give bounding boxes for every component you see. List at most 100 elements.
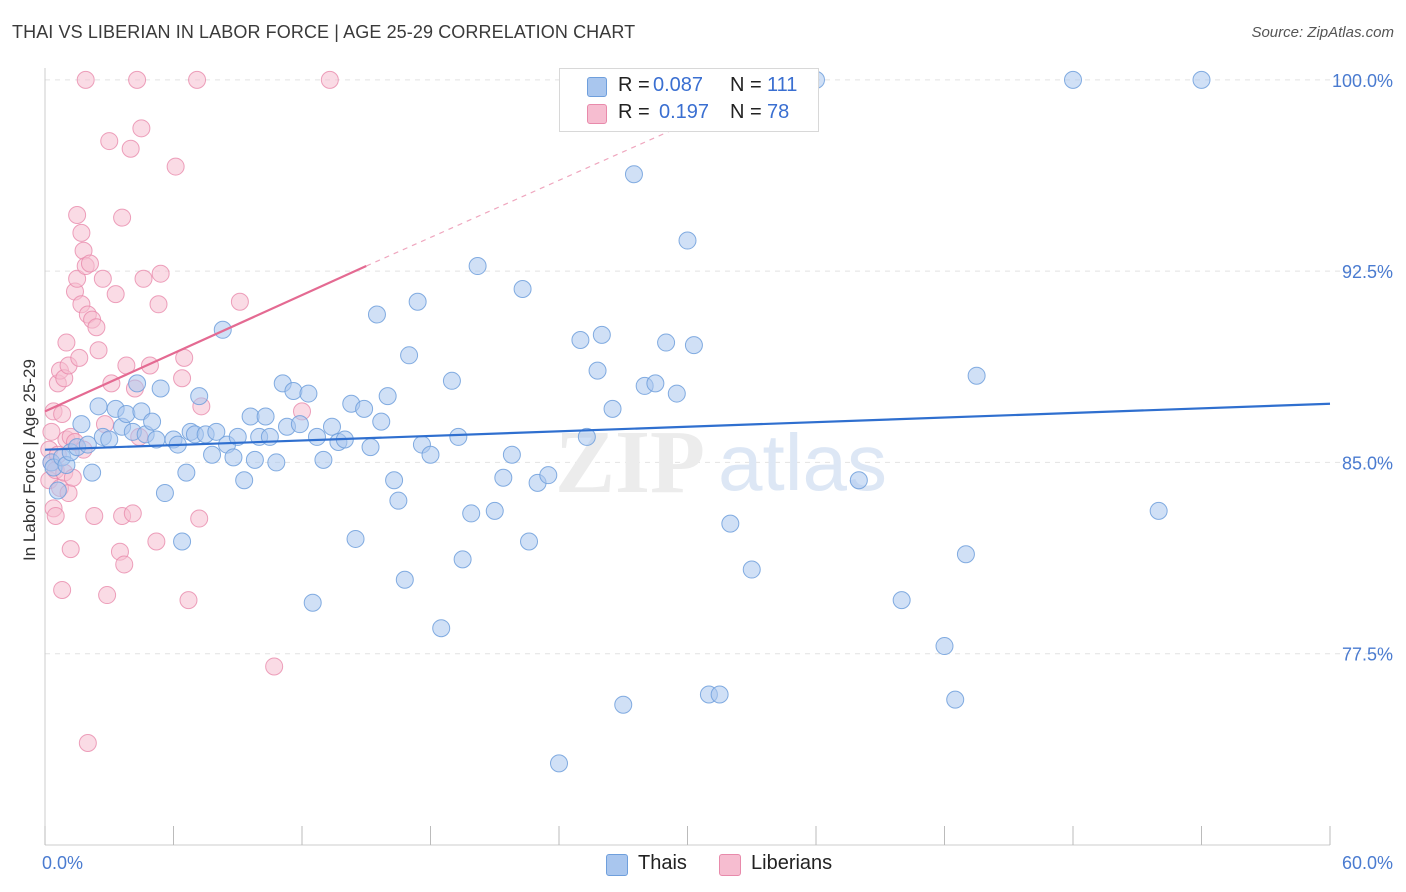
liberian-r-value: 0.197 — [659, 101, 710, 123]
thai-point — [307, 427, 326, 446]
thai-point — [367, 305, 386, 324]
liberian-legend-label: Liberians — [751, 852, 833, 874]
thai-point — [678, 231, 697, 250]
liberian-point — [134, 269, 153, 288]
thai-point — [667, 384, 686, 403]
x-tick-label-min: 0.0% — [42, 853, 83, 873]
thai-point — [100, 430, 119, 449]
thai-point — [588, 361, 607, 380]
thai-point — [173, 532, 192, 551]
liberian-point — [68, 206, 87, 225]
liberian-point — [123, 504, 142, 523]
thai-point — [721, 514, 740, 533]
liberian-point — [188, 70, 207, 89]
thai-point — [502, 445, 521, 464]
thai-point — [241, 407, 260, 426]
liberian-point — [70, 348, 89, 367]
liberian-point — [128, 70, 147, 89]
thai-point — [303, 593, 322, 612]
liberian-point — [113, 208, 132, 227]
liberian-point — [265, 657, 284, 676]
thai-point — [224, 448, 243, 467]
thai-point — [389, 491, 408, 510]
thai-point — [128, 374, 147, 393]
thai-point — [155, 484, 174, 503]
thai-point — [646, 374, 665, 393]
thai-point — [684, 336, 703, 355]
liberian-point — [85, 506, 104, 525]
gridlines — [45, 79, 1395, 655]
thai-point — [245, 450, 264, 469]
thai-point — [432, 619, 451, 638]
thai-point — [151, 379, 170, 398]
liberian-point — [151, 264, 170, 283]
thai-point — [395, 570, 414, 589]
thai-point — [1192, 70, 1211, 89]
legend-row-thai: R = 0.087 N = 111 — [560, 74, 818, 100]
thai-point — [290, 415, 309, 434]
data-points — [40, 70, 1211, 773]
thai-point — [571, 331, 590, 350]
liberian-point — [98, 586, 117, 605]
thai-point — [256, 407, 275, 426]
thai-point — [956, 545, 975, 564]
liberian-trend-extension — [366, 122, 688, 267]
liberian-point — [100, 132, 119, 151]
liberian-swatch — [587, 104, 607, 124]
thai-point — [421, 445, 440, 464]
thai-legend-swatch — [606, 854, 628, 876]
thai-point — [322, 417, 341, 436]
thai-point — [385, 471, 404, 490]
thai-point — [539, 466, 558, 485]
thai-point — [207, 422, 226, 441]
liberian-point — [320, 70, 339, 89]
liberian-legend-swatch — [719, 854, 741, 876]
y-tick-label: 77.5% — [1342, 645, 1393, 665]
thai-point — [78, 435, 97, 454]
thai-swatch — [587, 77, 607, 97]
thai-point — [314, 450, 333, 469]
liberian-point — [57, 333, 76, 352]
thai-point — [1149, 501, 1168, 520]
thai-point — [577, 427, 596, 446]
tick-labels: 77.5% 85.0% 92.5% 100.0% 0.0% 60.0% — [42, 71, 1393, 873]
thai-point — [468, 257, 487, 276]
x-tick-label-max: 60.0% — [1342, 853, 1393, 873]
liberian-n-label: N = — [730, 101, 762, 123]
thai-point — [346, 529, 365, 548]
thai-point — [117, 404, 136, 423]
thai-point — [967, 366, 986, 385]
thai-point — [485, 501, 504, 520]
liberian-point — [147, 532, 166, 551]
y-tick-label: 92.5% — [1342, 262, 1393, 282]
thai-point — [400, 346, 419, 365]
thai-point — [494, 468, 513, 487]
thai-n-label: N = — [730, 74, 762, 96]
correlation-legend: R = 0.087 N = 111 R = 0.197 N = 78 — [559, 68, 819, 132]
thai-point — [378, 387, 397, 406]
thai-point — [513, 279, 532, 298]
thai-point — [453, 550, 472, 569]
thai-point — [177, 463, 196, 482]
chart-title: THAI VS LIBERIAN IN LABOR FORCE | AGE 25… — [12, 22, 636, 42]
liberian-point — [42, 422, 61, 441]
liberian-point — [115, 555, 134, 574]
thai-r-label: R = — [618, 74, 650, 96]
thai-point — [520, 532, 539, 551]
liberian-trend-line — [44, 265, 367, 413]
thai-n-value: 111 — [767, 74, 798, 96]
liberian-point — [78, 733, 97, 752]
thai-point — [849, 471, 868, 490]
liberian-point — [93, 269, 112, 288]
thai-r-value: 0.087 — [653, 74, 704, 96]
thai-point — [1064, 70, 1082, 89]
thai-point — [592, 325, 611, 344]
thai-point — [462, 504, 481, 523]
thai-point — [235, 471, 254, 490]
liberian-r-label: R = — [618, 101, 650, 123]
y-tick-label: 100.0% — [1332, 71, 1393, 91]
liberian-n-value: 78 — [767, 101, 790, 123]
thai-point — [72, 415, 91, 434]
liberian-point — [87, 318, 106, 337]
